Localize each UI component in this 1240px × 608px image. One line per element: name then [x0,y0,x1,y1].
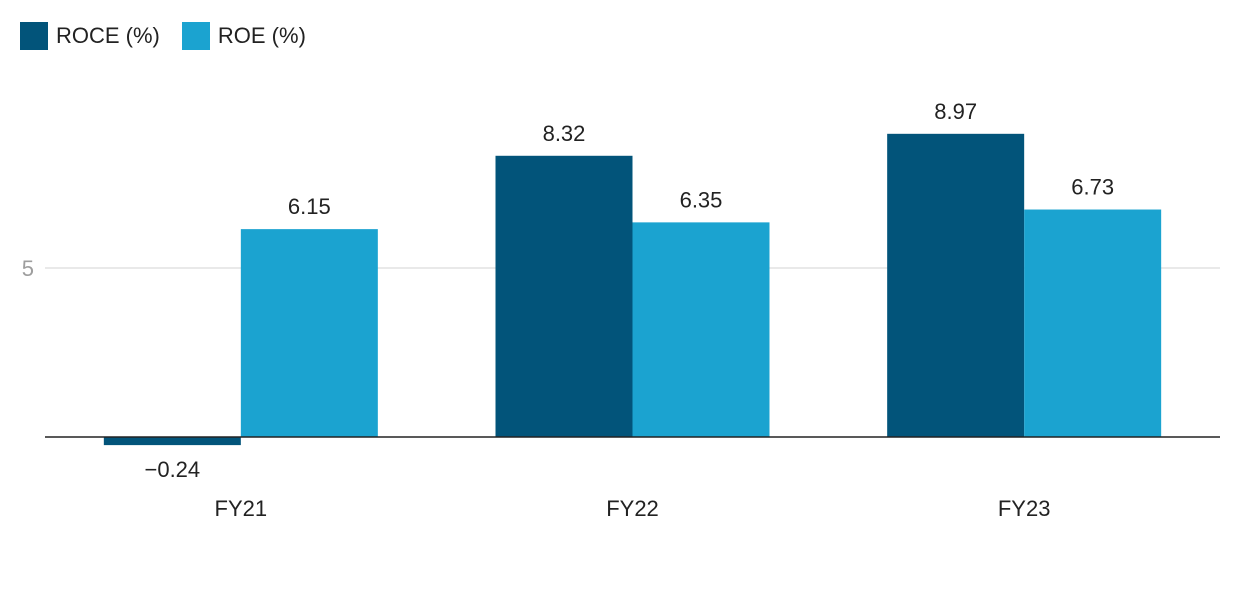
legend-swatch-roe [181,22,210,50]
x-tick-label-fy23: FY23 [998,496,1051,521]
bar-roe-fy22[interactable] [632,222,770,437]
bar-roe-fy21[interactable] [240,229,378,437]
data-label-roce-fy21: −0.24 [144,457,200,482]
bar-roe-fy23[interactable] [1024,209,1162,437]
legend-item-roce[interactable]: ROCE (%) [20,22,160,50]
data-label-roce-fy23: 8.97 [934,99,977,124]
data-label-roe-fy21: 6.15 [288,194,331,219]
bar-roce-fy21[interactable] [103,437,241,446]
bar-roce-fy22[interactable] [495,155,633,437]
legend-item-roe[interactable]: ROE (%) [181,22,306,50]
labels: 5 −0.24 6.15 FY21 8.32 6.35 FY22 8.97 6.73 FY23 [22,99,1114,521]
bars [103,133,1162,446]
data-label-roe-fy22: 6.35 [680,187,723,212]
x-tick-label-fy22: FY22 [606,496,659,521]
legend-swatch-roce [20,22,48,50]
legend-label-roce: ROCE (%) [56,23,160,48]
bar-roce-fy23[interactable] [887,133,1025,437]
x-tick-label-fy21: FY21 [215,496,268,521]
y-tick-label: 5 [22,256,34,281]
data-label-roe-fy23: 6.73 [1071,175,1114,200]
legend-label-roe: ROE (%) [217,23,306,48]
legend: ROCE (%) ROE (%) [20,22,306,50]
data-label-roce-fy22: 8.32 [543,121,586,146]
